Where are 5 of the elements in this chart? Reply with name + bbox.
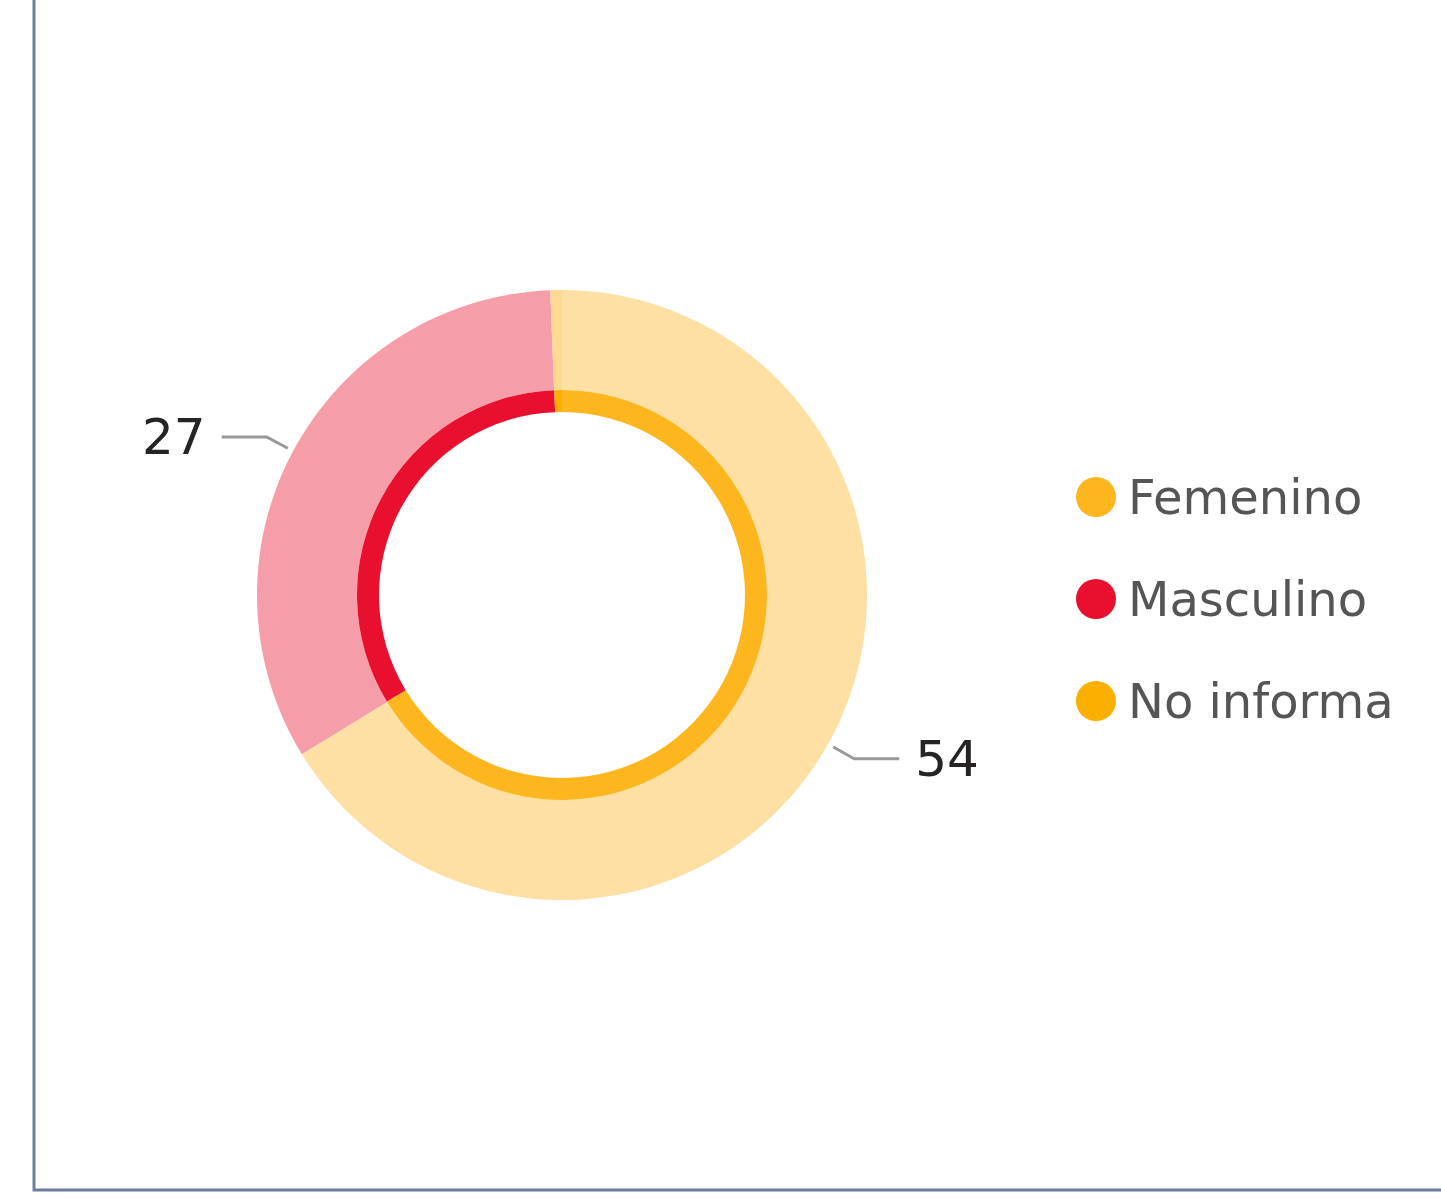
data-label: 27 — [142, 408, 206, 467]
legend-label: No informa — [1128, 672, 1394, 729]
legend-label: Masculino — [1128, 570, 1368, 627]
data-label: 54 — [915, 730, 979, 789]
legend-label: Femenino — [1128, 468, 1363, 525]
